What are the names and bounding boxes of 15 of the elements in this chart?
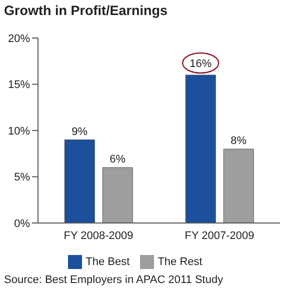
y-tick-label: 10% [8,125,30,138]
data-label: 9% [72,126,88,138]
y-tick-label: 20% [8,32,30,45]
y-tick-label: 15% [8,79,30,92]
annotation: 16% [190,58,212,70]
legend-label: The Rest [158,256,202,268]
x-tick-label: FY 2008-2009 [64,230,134,242]
y-tick-label: 0% [14,218,30,230]
data-label: 8% [230,135,247,147]
x-tick-label: FY 2007-2009 [184,230,254,242]
y-tick-label: 5% [14,172,30,184]
chart-title: Growth in Profit/Earnings [4,3,168,18]
legend-label: The Best [86,256,130,268]
source-note: Source: Best Employers in APAC 2011 Study [4,274,224,286]
data-label: 6% [110,154,126,166]
